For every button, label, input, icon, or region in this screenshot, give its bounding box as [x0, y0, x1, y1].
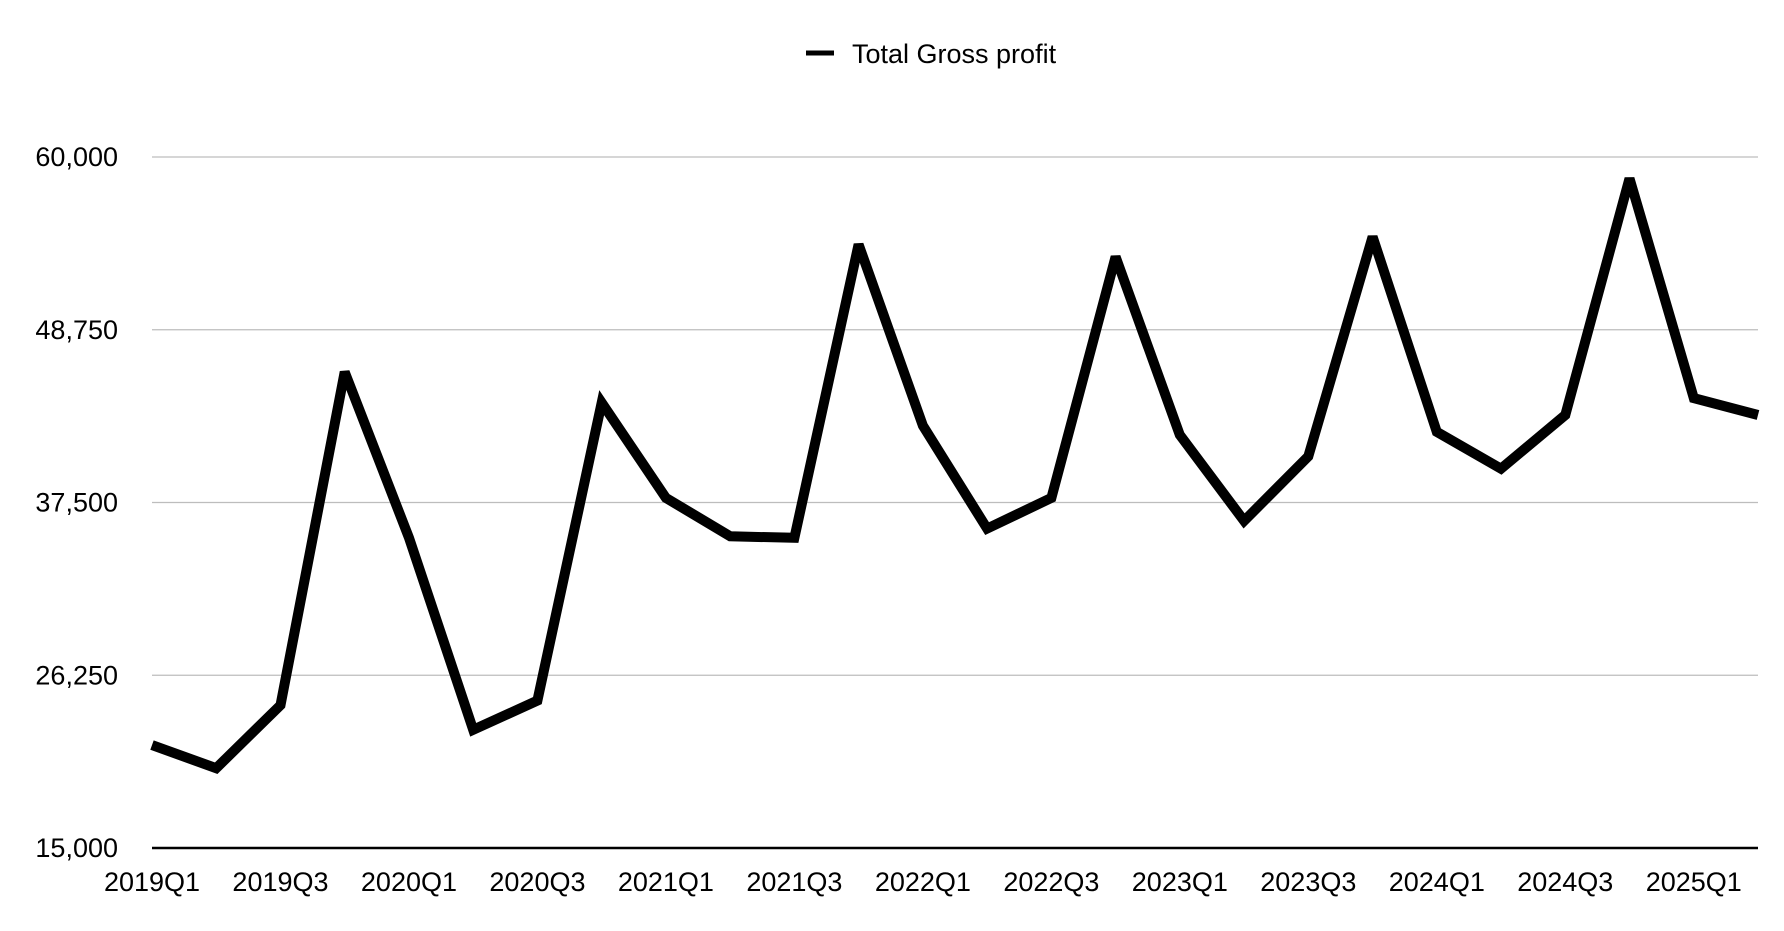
x-tick-label: 2022Q3 — [1003, 867, 1099, 897]
x-tick-label: 2023Q1 — [1132, 867, 1228, 897]
x-tick-label: 2019Q3 — [232, 867, 328, 897]
x-tick-label: 2024Q1 — [1389, 867, 1485, 897]
x-tick-label: 2022Q1 — [875, 867, 971, 897]
y-tick-label: 37,500 — [35, 488, 118, 518]
x-tick-label: 2023Q3 — [1260, 867, 1356, 897]
gridlines — [152, 156, 1758, 676]
x-tick-label: 2019Q1 — [104, 867, 200, 897]
x-tick-label: 2024Q3 — [1517, 867, 1613, 897]
x-tick-label: 2020Q1 — [361, 867, 457, 897]
y-axis-tick-labels: 15,000 26,250 37,500 48,750 60,000 — [35, 142, 118, 863]
y-tick-label: 15,000 — [35, 833, 118, 863]
x-tick-label: 2020Q3 — [489, 867, 585, 897]
x-tick-label: 2021Q3 — [746, 867, 842, 897]
x-tick-label: 2025Q1 — [1646, 867, 1742, 897]
y-tick-label: 26,250 — [35, 660, 118, 690]
y-tick-label: 48,750 — [35, 315, 118, 345]
series-layer — [150, 177, 1760, 774]
legend: Total Gross profit — [806, 39, 1057, 69]
x-tick-label: 2021Q1 — [618, 867, 714, 897]
series-line-0 — [150, 177, 1760, 774]
x-axis-tick-labels: 2019Q1 2019Q3 2020Q1 2020Q3 2021Q1 2021Q3 2022… — [104, 867, 1742, 897]
y-tick-label: 60,000 — [35, 142, 118, 172]
legend-label-total-gross-profit: Total Gross profit — [852, 39, 1057, 69]
